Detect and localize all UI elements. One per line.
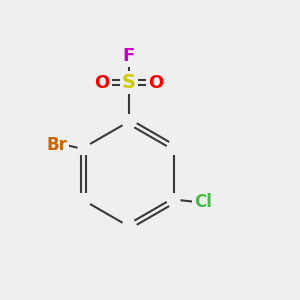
Text: O: O bbox=[148, 74, 164, 92]
Text: O: O bbox=[94, 74, 110, 92]
Text: Cl: Cl bbox=[194, 193, 212, 211]
Text: Br: Br bbox=[46, 136, 67, 154]
Text: F: F bbox=[123, 46, 135, 64]
Text: S: S bbox=[122, 73, 136, 92]
